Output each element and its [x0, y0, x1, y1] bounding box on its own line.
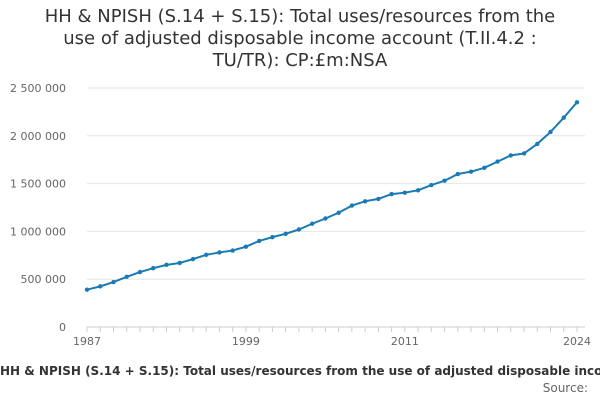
footer-series-label: HH & NPISH (S.14 + S.15): Total uses/res…: [0, 364, 600, 378]
data-point[interactable]: [521, 151, 527, 156]
footer-source-label: Source:: [542, 381, 588, 395]
data-point[interactable]: [203, 252, 209, 258]
data-point[interactable]: [468, 169, 474, 174]
data-point[interactable]: [548, 129, 553, 135]
data-point[interactable]: [111, 279, 116, 285]
data-point[interactable]: [336, 210, 341, 215]
data-point[interactable]: [190, 256, 196, 262]
data-point[interactable]: [362, 199, 368, 204]
data-point[interactable]: [376, 196, 381, 202]
data-point[interactable]: [243, 244, 249, 249]
data-point[interactable]: [415, 188, 421, 193]
x-tick-label: 2024: [563, 335, 591, 348]
data-point[interactable]: [84, 287, 90, 292]
data-point[interactable]: [256, 238, 262, 244]
data-point[interactable]: [283, 231, 288, 236]
x-axis: 1987 1999 2011 2024: [73, 327, 591, 348]
data-point[interactable]: [323, 216, 328, 221]
series-line-group: [84, 100, 580, 292]
series-line: [86, 101, 578, 291]
data-point[interactable]: [442, 178, 447, 183]
data-point[interactable]: [349, 203, 355, 208]
y-tick-label: 2 500 000: [10, 82, 66, 95]
data-point[interactable]: [508, 153, 513, 158]
data-point[interactable]: [296, 227, 302, 232]
data-point[interactable]: [137, 269, 143, 275]
data-point[interactable]: [482, 165, 487, 171]
grid-lines: [87, 87, 585, 328]
data-point[interactable]: [389, 191, 394, 197]
x-tick-label: 2011: [391, 335, 419, 348]
data-point[interactable]: [574, 100, 580, 105]
data-point[interactable]: [561, 115, 566, 120]
data-point[interactable]: [98, 284, 103, 289]
data-point[interactable]: [151, 266, 156, 271]
x-tick-label: 1999: [232, 335, 260, 348]
y-axis: 0 500 000 1 000 000 1 500 000 2 000 000 2 500…: [10, 82, 66, 334]
data-point[interactable]: [455, 171, 461, 177]
y-tick-label: 0: [59, 321, 66, 334]
data-point[interactable]: [124, 274, 129, 280]
data-point[interactable]: [217, 250, 222, 255]
chart-title: HH & NPISH (S.14 + S.15): Total uses/res…: [44, 6, 556, 71]
y-tick-label: 500 000: [21, 273, 67, 286]
data-point[interactable]: [230, 248, 235, 253]
y-tick-label: 1 000 000: [10, 225, 66, 238]
x-tick-label: 1987: [73, 335, 101, 348]
y-tick-label: 1 500 000: [10, 178, 66, 191]
data-point[interactable]: [495, 159, 500, 164]
data-point[interactable]: [270, 234, 275, 240]
data-point[interactable]: [429, 182, 434, 188]
y-tick-label: 2 000 000: [10, 130, 66, 143]
data-point[interactable]: [535, 141, 540, 147]
data-point[interactable]: [402, 190, 408, 195]
data-point[interactable]: [177, 260, 182, 266]
data-point[interactable]: [309, 221, 315, 226]
data-point[interactable]: [164, 262, 169, 268]
